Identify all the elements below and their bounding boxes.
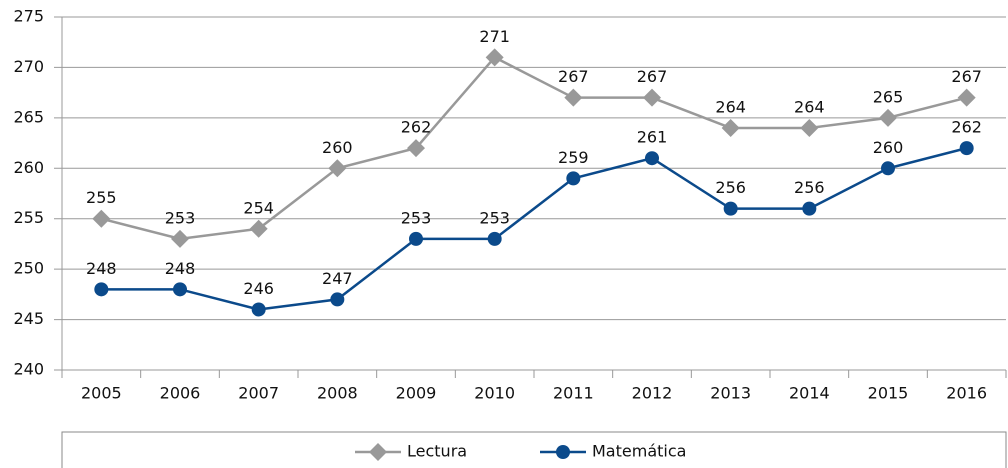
point bbox=[566, 171, 581, 186]
data-label: 262 bbox=[401, 118, 432, 137]
y-tick-label: 265 bbox=[13, 107, 44, 126]
x-tick-label: 2011 bbox=[553, 384, 594, 403]
data-label: 246 bbox=[243, 279, 274, 298]
data-label: 253 bbox=[401, 208, 432, 227]
point bbox=[487, 231, 502, 246]
legend-label: Lectura bbox=[407, 442, 467, 461]
x-tick-label: 2013 bbox=[710, 384, 751, 403]
point bbox=[173, 282, 187, 297]
y-tick-label: 245 bbox=[13, 309, 44, 328]
x-tick-label: 2010 bbox=[474, 384, 515, 403]
data-label: 255 bbox=[86, 188, 117, 207]
point bbox=[721, 118, 740, 137]
data-label: 260 bbox=[322, 138, 353, 157]
point bbox=[94, 282, 109, 297]
data-label: 261 bbox=[637, 128, 668, 147]
x-tick-label: 2006 bbox=[160, 384, 201, 403]
data-label: 271 bbox=[479, 27, 510, 46]
point bbox=[485, 48, 504, 67]
data-label: 248 bbox=[86, 259, 117, 278]
legend-marker bbox=[369, 443, 387, 461]
data-label: 267 bbox=[951, 67, 982, 86]
x-tick-label: 2009 bbox=[396, 384, 437, 403]
point bbox=[171, 229, 189, 248]
x-tick-label: 2008 bbox=[317, 384, 358, 403]
data-label: 267 bbox=[558, 67, 589, 86]
point bbox=[879, 108, 897, 127]
series-line bbox=[101, 55, 967, 241]
data-label: 264 bbox=[715, 97, 746, 116]
y-tick-label: 240 bbox=[13, 360, 44, 379]
point bbox=[645, 151, 659, 166]
legend-box bbox=[61, 431, 1007, 468]
point bbox=[249, 219, 268, 238]
data-label: 259 bbox=[558, 148, 589, 167]
series-line bbox=[101, 146, 967, 311]
data-label: 267 bbox=[637, 67, 668, 86]
point bbox=[723, 201, 738, 216]
x-tick-label: 2005 bbox=[81, 384, 122, 403]
data-label: 253 bbox=[479, 208, 510, 227]
point bbox=[957, 88, 976, 107]
data-label: 256 bbox=[794, 178, 825, 197]
y-tick-label: 250 bbox=[13, 259, 44, 278]
data-label: 254 bbox=[243, 198, 274, 217]
point bbox=[959, 141, 974, 156]
point bbox=[407, 139, 425, 158]
x-tick-label: 2015 bbox=[868, 384, 909, 403]
data-label: 260 bbox=[873, 138, 904, 157]
data-label: 265 bbox=[873, 87, 904, 106]
point bbox=[643, 88, 661, 107]
data-label: 256 bbox=[715, 178, 746, 197]
point bbox=[92, 209, 111, 228]
x-tick-label: 2012 bbox=[632, 384, 673, 403]
y-tick-label: 260 bbox=[13, 158, 44, 177]
x-tick-label: 2016 bbox=[946, 384, 987, 403]
data-label: 247 bbox=[322, 269, 353, 288]
legend-marker bbox=[556, 445, 570, 459]
x-tick-label: 2014 bbox=[789, 384, 830, 403]
data-label: 262 bbox=[951, 118, 982, 137]
y-tick-label: 270 bbox=[13, 57, 44, 76]
point bbox=[251, 302, 266, 317]
point bbox=[409, 231, 423, 246]
point bbox=[802, 201, 817, 216]
point bbox=[881, 161, 895, 176]
point bbox=[330, 292, 345, 307]
legend-label: Matemática bbox=[592, 442, 686, 461]
point bbox=[800, 118, 819, 137]
data-label: 248 bbox=[165, 259, 196, 278]
y-tick-label: 275 bbox=[13, 7, 44, 26]
data-label: 253 bbox=[165, 208, 196, 227]
data-label: 264 bbox=[794, 97, 825, 116]
x-tick-label: 2007 bbox=[238, 384, 279, 403]
point bbox=[328, 159, 347, 178]
point bbox=[564, 88, 583, 107]
y-tick-label: 255 bbox=[13, 208, 44, 227]
